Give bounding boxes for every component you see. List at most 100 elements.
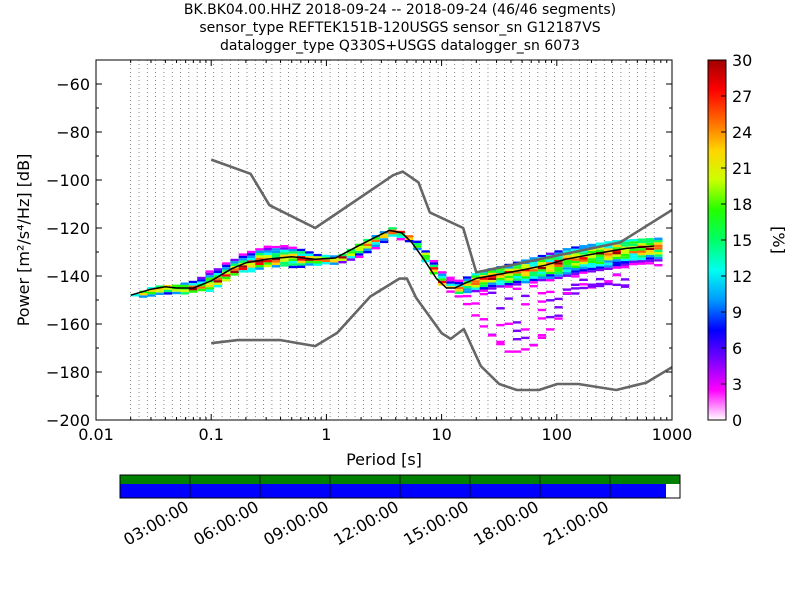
psd-cell bbox=[637, 264, 646, 268]
psd-cell bbox=[604, 260, 613, 263]
psd-cell bbox=[396, 233, 405, 236]
psd-cell bbox=[645, 240, 655, 243]
psd-cell bbox=[296, 253, 306, 256]
psd-cell bbox=[172, 291, 181, 295]
psd-cell bbox=[263, 262, 272, 265]
psd-cell-sparse bbox=[504, 297, 513, 300]
psd-cell bbox=[197, 276, 206, 280]
colorbar-tick-label: 6 bbox=[732, 339, 742, 358]
x-tick-label: 10 bbox=[431, 425, 451, 444]
psd-cell bbox=[546, 279, 555, 282]
psd-cell-sparse bbox=[521, 303, 530, 306]
psd-cell bbox=[413, 240, 422, 243]
psd-cell bbox=[188, 290, 198, 293]
psd-cell bbox=[554, 252, 563, 256]
psd-cell-sparse bbox=[504, 322, 513, 325]
psd-cell bbox=[305, 256, 314, 259]
psd-cell-sparse bbox=[479, 292, 488, 296]
psd-cell bbox=[355, 253, 364, 256]
psd-cell bbox=[579, 247, 588, 250]
psd-cell bbox=[521, 271, 530, 274]
psd-cell bbox=[629, 263, 638, 266]
psd-cell-sparse bbox=[579, 286, 588, 290]
psd-cell bbox=[596, 247, 605, 250]
psd-cell bbox=[222, 271, 231, 275]
psd-cell bbox=[271, 255, 281, 258]
psd-cell bbox=[637, 252, 646, 256]
psd-cell bbox=[238, 267, 247, 271]
psd-cell bbox=[247, 248, 256, 251]
psd-cell bbox=[363, 238, 372, 242]
psd-cell-outlier bbox=[529, 344, 538, 347]
psd-cell bbox=[255, 250, 264, 253]
psd-cell bbox=[230, 268, 239, 271]
psd-cell bbox=[546, 269, 555, 272]
psd-cell bbox=[571, 246, 580, 249]
psd-cell bbox=[654, 242, 663, 245]
psd-cell bbox=[213, 270, 223, 273]
psd-cell bbox=[612, 256, 621, 260]
psd-cell bbox=[571, 270, 580, 273]
psd-cell bbox=[562, 250, 572, 253]
psd-cell bbox=[463, 276, 472, 279]
psd-cell bbox=[446, 283, 455, 287]
psd-cell bbox=[604, 255, 613, 258]
psd-cell bbox=[504, 273, 513, 276]
psd-cell bbox=[604, 253, 613, 256]
psd-cell bbox=[596, 261, 605, 265]
psd-cell bbox=[280, 259, 289, 262]
psd-cell bbox=[313, 258, 322, 262]
psd-cell bbox=[396, 238, 405, 241]
psd-cell bbox=[305, 253, 314, 257]
psd-cell bbox=[288, 258, 297, 261]
psd-cell bbox=[587, 248, 596, 251]
psd-cell bbox=[637, 243, 646, 246]
psd-cell bbox=[612, 254, 621, 257]
psd-cell bbox=[529, 262, 538, 265]
psd-cell bbox=[230, 261, 239, 264]
psd-cell-outlier bbox=[446, 290, 455, 293]
psd-cell bbox=[645, 252, 655, 255]
psd-cell bbox=[562, 264, 572, 268]
psd-cell bbox=[637, 250, 646, 253]
psd-cell bbox=[654, 254, 663, 257]
psd-cell bbox=[471, 289, 480, 293]
psd-cell bbox=[596, 254, 605, 257]
psd-cell bbox=[205, 272, 214, 276]
psd-cell bbox=[271, 248, 281, 251]
psd-cell bbox=[222, 274, 231, 277]
y-tick-label: −80 bbox=[56, 123, 90, 142]
colorbar-tick-label: 0 bbox=[732, 411, 742, 430]
psd-cell-sparse bbox=[612, 273, 621, 277]
psd-cell-sparse bbox=[620, 285, 630, 288]
psd-plot-area: 0.01 0.1 1 10 100 1000 −60 −80 −100 −120 −140 −160 −… bbox=[14, 59, 692, 469]
psd-cell bbox=[271, 257, 281, 261]
psd-cell bbox=[338, 261, 347, 264]
psd-cell bbox=[512, 278, 522, 281]
psd-cell bbox=[429, 267, 439, 270]
psd-cell bbox=[579, 257, 588, 260]
psd-cell-sparse bbox=[521, 328, 530, 331]
plot-frame bbox=[95, 59, 673, 421]
psd-cell bbox=[546, 257, 555, 260]
psd-cell bbox=[446, 276, 455, 279]
psd-cell bbox=[521, 273, 530, 277]
psd-cell bbox=[571, 253, 580, 256]
psd-cell bbox=[496, 275, 505, 278]
psd-cell bbox=[213, 277, 223, 281]
psd-cell bbox=[197, 288, 206, 292]
psd-cell bbox=[604, 262, 613, 266]
psd-cell bbox=[546, 274, 555, 277]
psd-cell bbox=[263, 248, 272, 251]
psd-cell bbox=[620, 251, 630, 254]
psd-cell bbox=[180, 292, 189, 295]
psd-cell bbox=[596, 242, 605, 245]
psd-cell bbox=[388, 227, 397, 230]
psd-cell bbox=[263, 252, 272, 256]
colorbar-tick-label: 21 bbox=[732, 159, 752, 178]
psd-cell bbox=[222, 269, 231, 272]
psd-cell bbox=[637, 255, 646, 258]
psd-cell bbox=[222, 259, 231, 263]
psd-cell-sparse bbox=[512, 329, 522, 332]
psd-cell bbox=[587, 255, 596, 259]
